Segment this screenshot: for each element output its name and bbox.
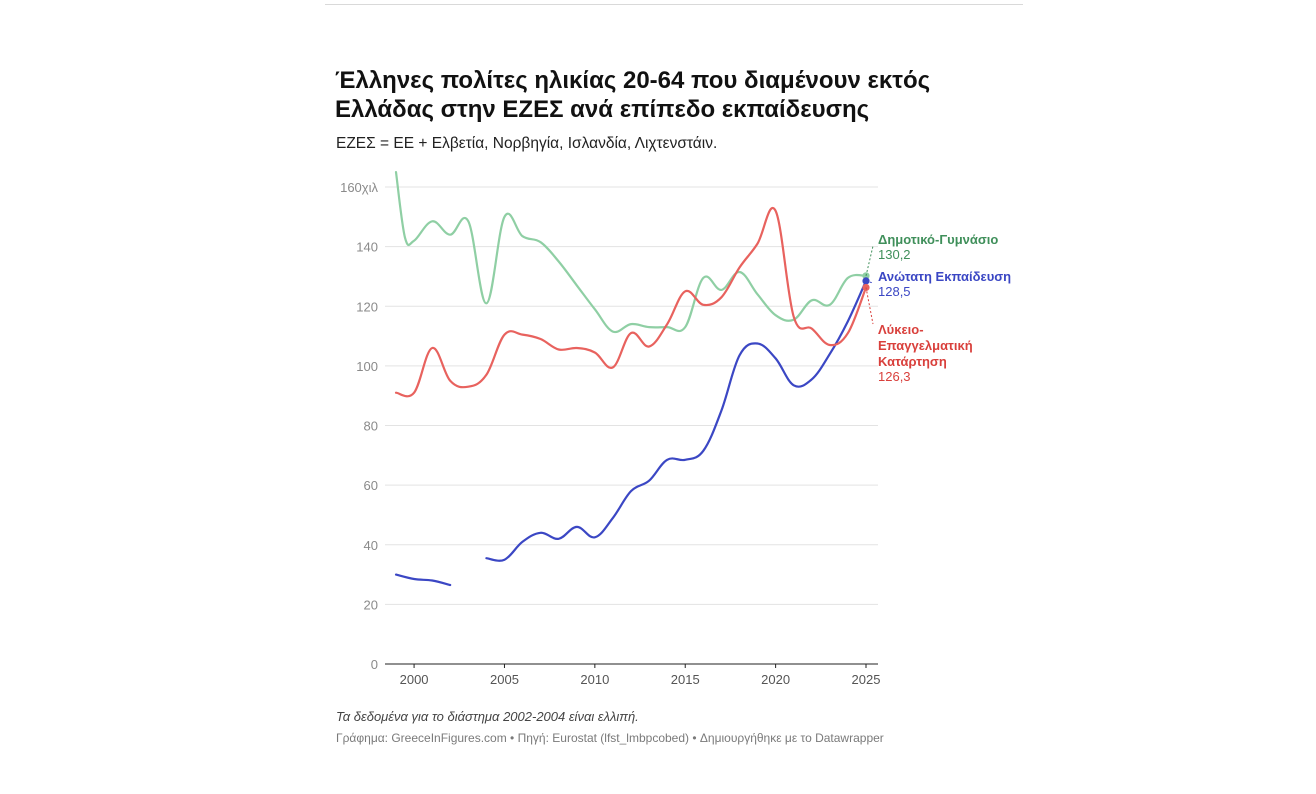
chart-title: Έλληνες πολίτες ηλικίας 20-64 που διαμέν… [335, 67, 931, 123]
y-tick-label: 160χιλ [340, 180, 378, 195]
x-tick-label: 2005 [490, 672, 519, 687]
gridlines [385, 186, 878, 665]
series-lines [394, 171, 870, 587]
series-name-label: Κατάρτηση [878, 354, 947, 369]
chart-subtitle: ΕΖΕΣ = ΕΕ + Ελβετία, Νορβηγία, Ισλανδία,… [336, 135, 718, 152]
data-gap-note: Τα δεδομένα για το διάστημα 2002-2004 εί… [336, 709, 639, 724]
leader-line-1 [865, 245, 874, 276]
y-tick-label: 120 [356, 299, 378, 314]
series-line-3 [394, 206, 868, 398]
y-tick-label: 20 [364, 597, 378, 612]
chart-credits: Γράφημα: GreeceInFigures.com • Πηγή: Eur… [336, 731, 884, 745]
series-end-value: 130,2 [878, 247, 911, 262]
y-tick-label: 80 [364, 419, 378, 434]
series-name-label: Ανώτατη Εκπαίδευση [878, 269, 1011, 284]
series-name-label: Δημοτικό-Γυμνάσιο [878, 232, 998, 247]
y-tick-label: 60 [364, 478, 378, 493]
series-line-2 [485, 279, 868, 562]
x-tick-label: 2000 [400, 672, 429, 687]
y-tick-label: 100 [356, 359, 378, 374]
x-tick-label: 2015 [671, 672, 700, 687]
x-tick-label: 2010 [580, 672, 609, 687]
series-end-value: 128,5 [878, 284, 911, 299]
x-axis-ticks: 2000 2005 2010 2015 2020 2025 [400, 664, 881, 687]
x-tick-label: 2025 [852, 672, 881, 687]
leader-line-3 [865, 287, 874, 325]
series-name-label: Λύκειο- [878, 322, 924, 337]
y-tick-label: 40 [364, 538, 378, 553]
y-tick-label: 0 [371, 657, 378, 672]
series-name-label: Επαγγελματική [878, 338, 973, 353]
y-tick-label: 140 [356, 240, 378, 255]
x-tick-label: 2020 [761, 672, 790, 687]
y-axis-ticks: 160χιλ 140 120 100 80 60 40 20 0 [340, 180, 378, 672]
series-line-1 [394, 171, 868, 334]
series-line-2 [394, 573, 452, 587]
top-divider [325, 4, 1023, 5]
leader-line-2 [865, 280, 874, 284]
series-end-value: 126,3 [878, 369, 911, 384]
